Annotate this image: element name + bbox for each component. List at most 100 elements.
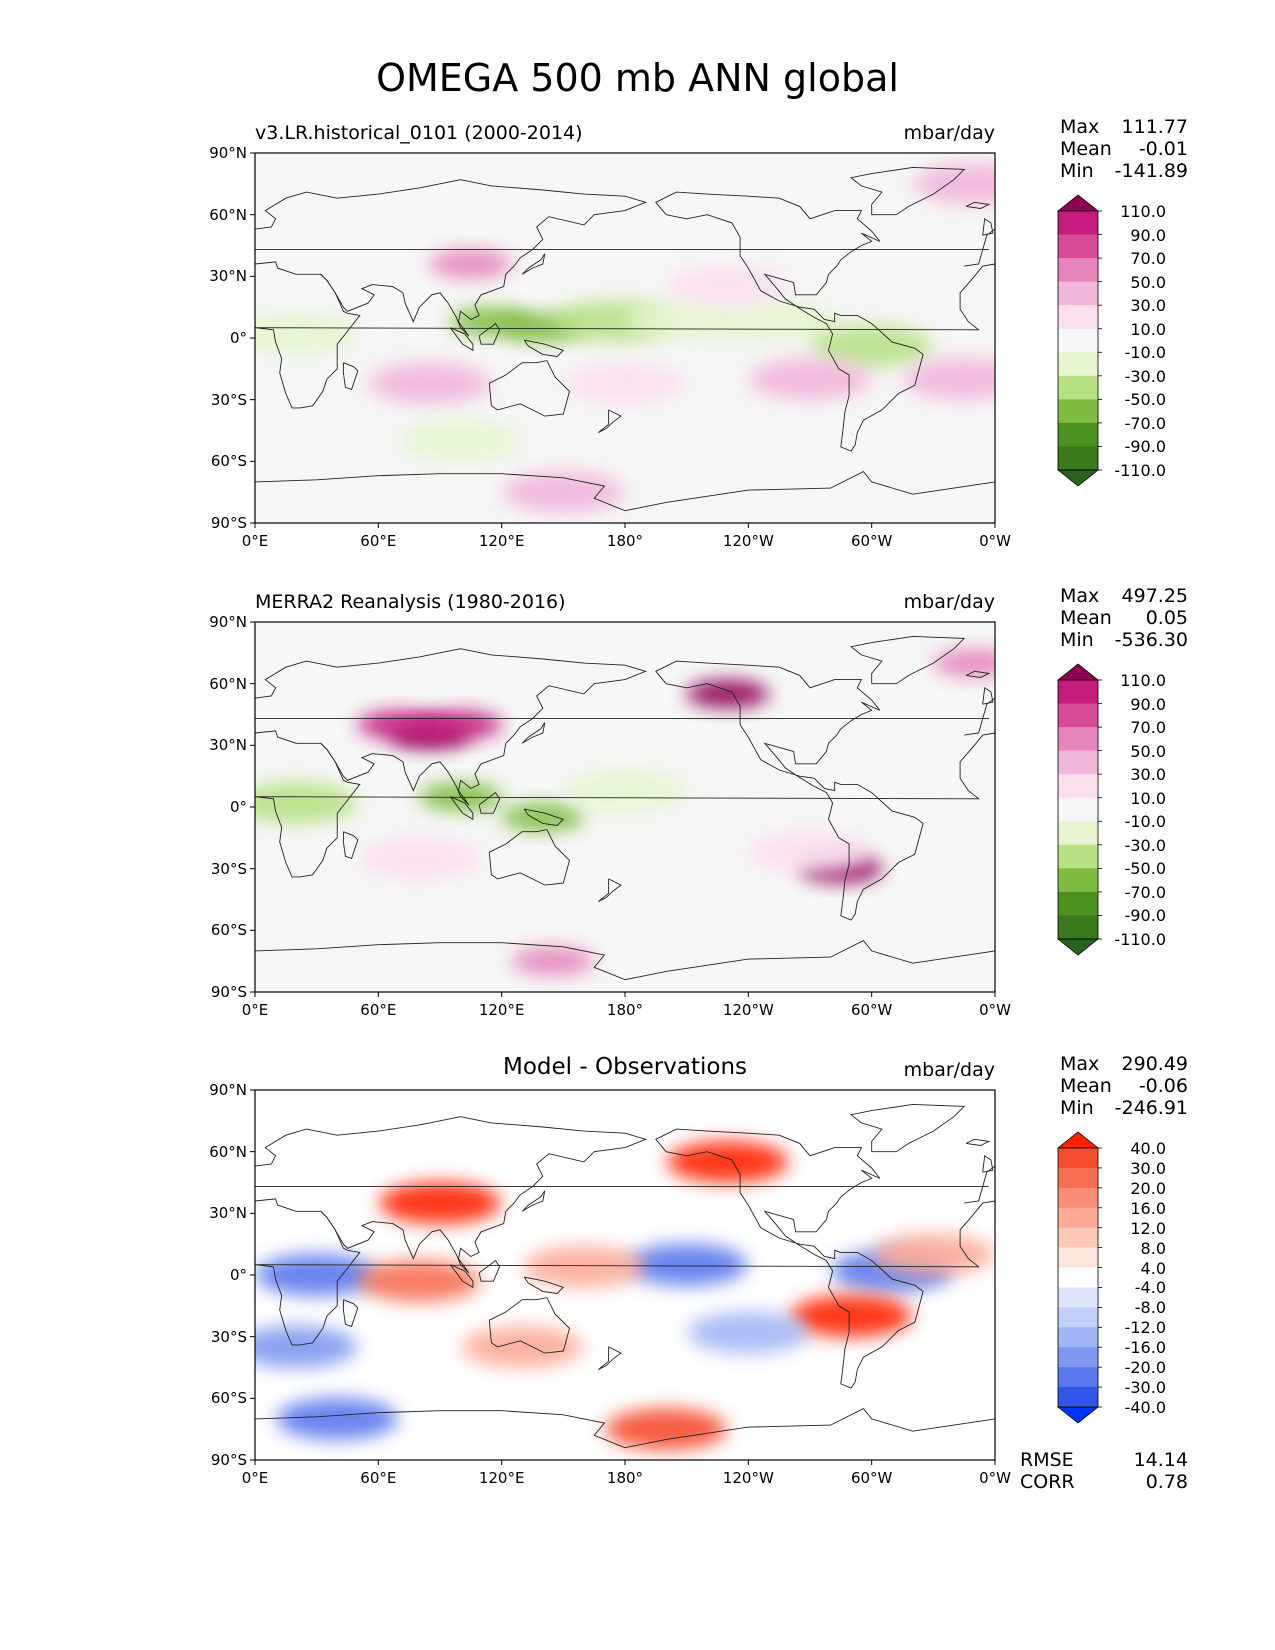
figure-title: OMEGA 500 mb ANN global [376,56,899,100]
coastline [478,1259,501,1282]
colorbar-band [1058,281,1098,306]
stat-value: -536.30 [1114,629,1188,651]
colorbar-band [1058,1307,1098,1328]
field-anomaly-mark [932,648,995,678]
lat-tick-label: 90°S [210,1451,247,1469]
colorbar-tick-label: -4.0 [1134,1278,1166,1298]
stat-value: 497.25 [1121,585,1188,607]
colorbar-band [1058,1327,1098,1348]
metric-label: RMSE [1020,1449,1074,1471]
colorbar-band [1058,328,1098,353]
colorbar-tick-label: -20.0 [1124,1358,1166,1378]
coastline [488,829,571,886]
field-anomaly-mark [461,1326,584,1368]
colorbar-extend-max [1056,1131,1100,1149]
field-anomaly-mark [625,1243,748,1286]
colorbar-tick-label: 30.0 [1130,765,1166,785]
colorbar-band [1058,234,1098,259]
coastline [449,1264,474,1289]
lon-tick-label: 0°W [979,1469,1011,1487]
colorbar-frame [1057,679,1099,940]
coastline [478,791,501,814]
coastline [655,191,924,452]
colorbar-band [1058,844,1098,869]
field-anomaly-mark [605,1408,727,1451]
field-anomaly-mark [255,781,357,824]
stat-label: Min [1060,160,1094,182]
colorbar-extend-max [1056,663,1100,681]
colorbar-tick-label: -30.0 [1124,835,1166,855]
lon-tick-label: 120°W [722,1001,774,1019]
stat-label: Min [1060,1097,1094,1119]
colorbar-tick-label: 70.0 [1130,718,1166,738]
colorbar-extend-min [1056,469,1100,487]
field-anomaly-mark [564,362,686,405]
stat-value: -246.91 [1114,1097,1188,1119]
colorbar-band [1058,750,1098,775]
colorbar-band [1058,375,1098,400]
field-anomaly-mark [718,300,840,343]
coastline [255,249,989,264]
field-anomaly-mark [276,1397,399,1440]
metric-label: CORR [1020,1471,1075,1493]
lat-tick-label: 60°N [209,205,247,224]
colorbar-band [1058,211,1098,235]
field-anomaly-mark [357,710,441,740]
coastline [449,327,474,352]
colorbar-tick-label: -8.0 [1134,1298,1166,1318]
lon-tick-label: 120°W [722,532,774,550]
coastline [255,263,995,409]
colorbar-tick-label: 110.0 [1120,202,1166,221]
colorbar-band [1058,797,1098,822]
field-anomaly-mark [255,1326,357,1368]
lon-tick-label: 0°E [241,532,269,550]
colorbar-tick-label: -70.0 [1124,413,1166,433]
coastline [342,362,359,390]
colorbar-tick-label: 70.0 [1130,249,1166,269]
lat-tick-label: 60°S [210,1389,247,1408]
panel-units: mbar/day [903,122,995,144]
colorbar-tick-label: 10.0 [1130,319,1166,339]
coastline [255,1408,995,1449]
field-anomaly-mark [379,1182,501,1224]
stat-label: Mean [1060,138,1112,160]
colorbar-band [1058,868,1098,893]
lon-tick-label: 180° [606,532,644,550]
lat-tick-label: 90°S [210,514,247,532]
colorbar-band [1058,422,1098,447]
colorbar-frame [1057,210,1099,471]
coastline [850,1103,966,1153]
coastline [488,360,571,417]
colorbar-extend-max [1056,194,1100,212]
field-anomaly-mark [255,1254,378,1296]
lon-tick-label: 0°W [979,532,1011,550]
field-anomaly-mark [790,1295,912,1338]
lon-tick-label: 180° [606,1469,644,1487]
panel-units: mbar/day [903,591,995,613]
colorbar-tick-label: -10.0 [1124,812,1166,832]
field-layer [255,648,995,976]
stat-label: Max [1060,116,1100,138]
colorbar-band [1058,1387,1098,1408]
coastline [965,201,991,209]
coastline [342,831,359,859]
colorbar-band [1058,1148,1098,1169]
colorbar-tick-label: 30.0 [1130,1158,1166,1178]
stat-label: Min [1060,629,1094,651]
coastline [255,648,647,806]
colorbar-band [1058,399,1098,424]
colorbar-tick-label: 12.0 [1130,1218,1166,1238]
lat-tick-label: 0° [229,798,247,816]
field-anomaly-mark [399,419,522,462]
lat-tick-label: 90°S [210,983,247,1001]
stat-label: Max [1060,585,1100,607]
colorbar-tick-label: 16.0 [1130,1198,1166,1218]
coastline [342,1299,359,1327]
lat-tick-label: 30°S [210,1327,247,1346]
field-anomaly-mark [511,946,595,976]
coastline [255,732,995,878]
colorbar-band [1058,1227,1098,1249]
colorbar-band [1058,703,1098,728]
panel-title: MERRA2 Reanalysis (1980-2016) [255,591,566,613]
lon-tick-label: 120°E [478,532,525,550]
